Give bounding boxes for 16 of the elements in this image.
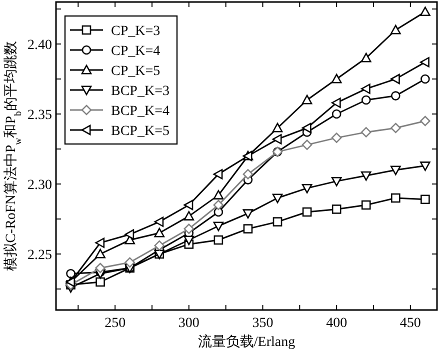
legend-label: CP_K=5 xyxy=(111,64,160,79)
x-tick-label: 300 xyxy=(178,316,200,331)
x-tick-label: 350 xyxy=(252,316,274,331)
y-tick-label: 2.35 xyxy=(28,108,52,123)
legend-label: CP_K=3 xyxy=(111,24,160,39)
legend-label: CP_K=4 xyxy=(111,44,160,59)
y-tick-label: 2.25 xyxy=(28,248,52,263)
x-tick-label: 250 xyxy=(104,316,126,331)
legend-label: BCP_K=5 xyxy=(111,124,170,139)
y-tick-label: 2.40 xyxy=(28,38,52,53)
x-tick-label: 450 xyxy=(400,316,421,331)
legend-label: BCP_K=3 xyxy=(111,84,170,99)
legend-label: BCP_K=4 xyxy=(111,104,170,119)
x-tick-label: 400 xyxy=(326,316,348,331)
y-tick-label: 2.30 xyxy=(28,178,52,193)
x-axis-title: 流量负载/Erlang xyxy=(198,334,296,350)
